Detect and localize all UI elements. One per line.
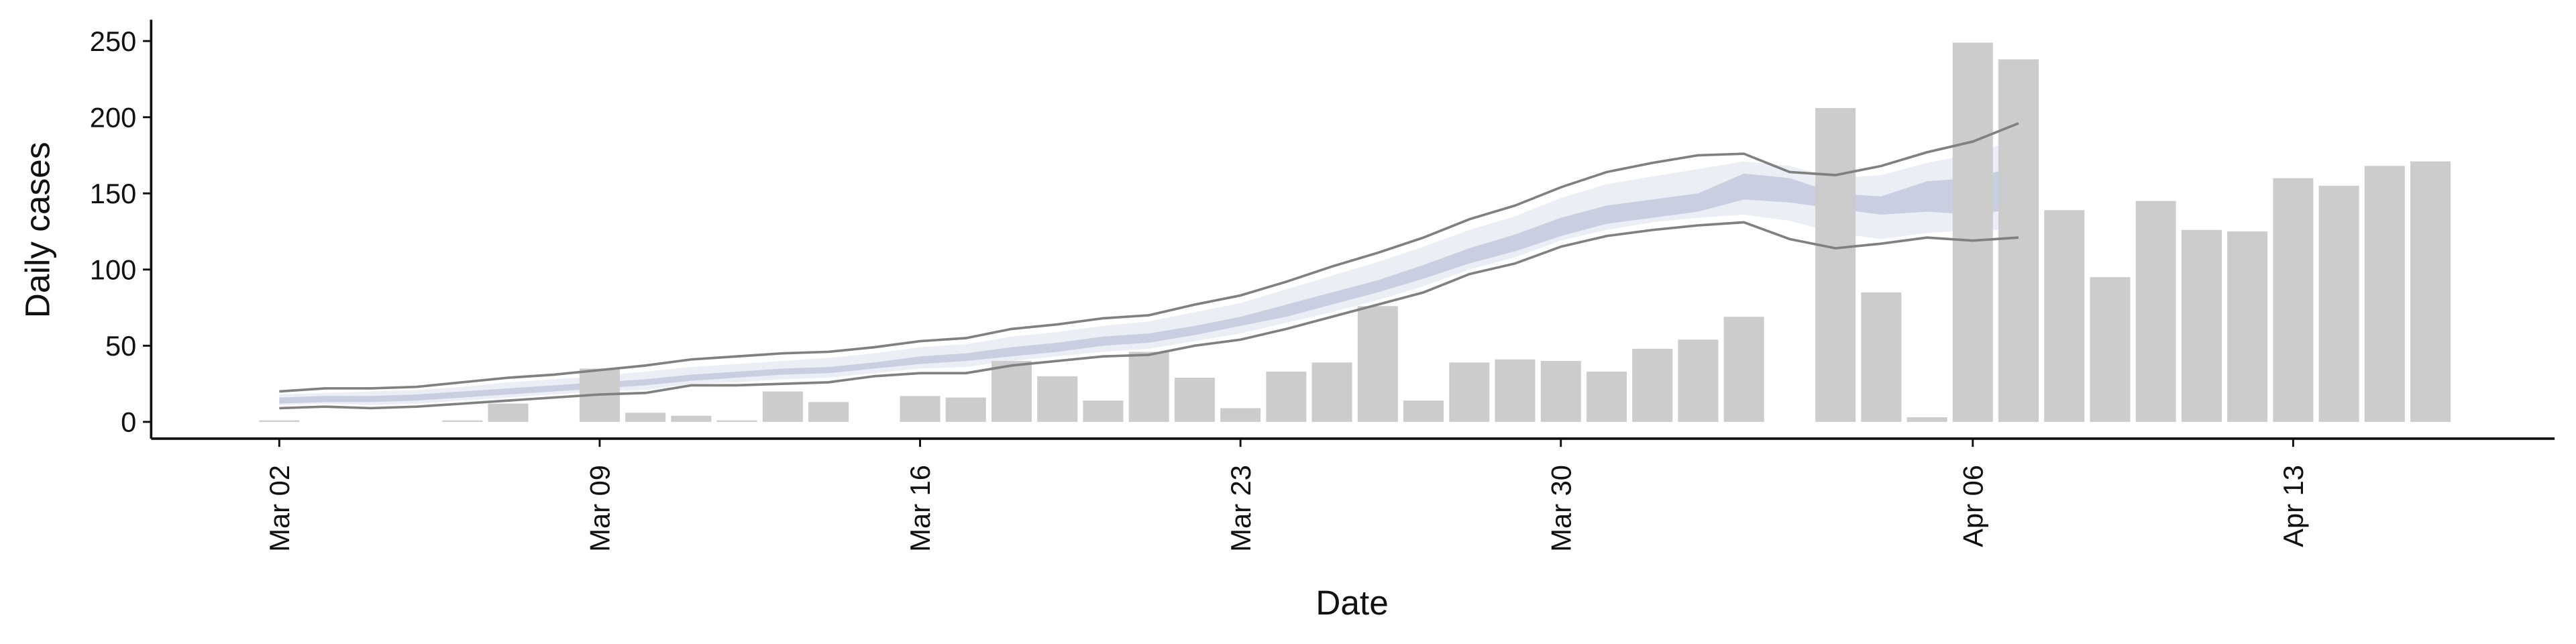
bar: [259, 420, 300, 422]
bar: [1311, 362, 1352, 422]
bar: [1037, 376, 1078, 422]
bar: [1357, 306, 1398, 422]
bar: [442, 420, 483, 422]
bar: [1632, 348, 1673, 422]
bar: [1083, 400, 1124, 422]
y-tick-label: 0: [121, 407, 136, 438]
bar: [1678, 339, 1719, 422]
bar: [945, 397, 986, 422]
interval-band: [279, 166, 2019, 404]
x-tick-label: Apr 13: [2277, 465, 2309, 547]
bar: [1998, 59, 2039, 422]
x-tick-label: Mar 23: [1225, 465, 1256, 552]
x-tick-label: Mar 30: [1545, 465, 1576, 552]
bar: [1586, 371, 1627, 422]
bar: [2227, 231, 2268, 422]
x-tick-label: Mar 16: [904, 465, 936, 552]
y-tick-label: 200: [90, 101, 136, 133]
bar: [2410, 161, 2451, 422]
x-tick-label: Mar 02: [264, 465, 295, 552]
bar: [1723, 317, 1764, 422]
interval-band: [279, 138, 2019, 405]
y-axis-label: Daily cases: [17, 142, 56, 318]
bar: [1174, 378, 1215, 422]
bar: [808, 402, 849, 422]
bar: [2181, 229, 2222, 422]
bar: [2273, 178, 2314, 422]
bar: [2090, 277, 2131, 422]
x-tick-label: Mar 09: [584, 465, 616, 552]
bar: [671, 415, 712, 422]
y-tick-label: 250: [90, 25, 136, 57]
x-tick-label: Apr 06: [1957, 465, 1988, 547]
bar: [2135, 201, 2176, 422]
x-axis-label: Date: [1316, 583, 1389, 622]
y-tick-label: 150: [90, 178, 136, 209]
bar: [1540, 361, 1581, 422]
bar: [1403, 400, 1444, 422]
bar: [1952, 42, 1993, 422]
bar: [2044, 210, 2085, 422]
y-tick-label: 50: [105, 330, 136, 362]
bar: [716, 420, 757, 422]
bar: [488, 403, 529, 422]
bar: [1128, 352, 1169, 422]
bar: [1220, 408, 1261, 422]
bar: [625, 413, 666, 422]
bar: [2364, 166, 2405, 422]
bar: [2318, 185, 2359, 422]
bar: [1266, 371, 1307, 422]
bar: [1907, 417, 1947, 422]
bar: [1861, 292, 1902, 422]
bar: [1815, 108, 1856, 422]
bar: [1449, 362, 1490, 422]
bar: [762, 391, 803, 422]
bound-line: [279, 221, 2019, 410]
bar: [900, 396, 941, 422]
y-tick-label: 100: [90, 254, 136, 286]
bound-line: [279, 122, 2019, 393]
bar: [1495, 359, 1536, 422]
bar: [991, 361, 1032, 422]
